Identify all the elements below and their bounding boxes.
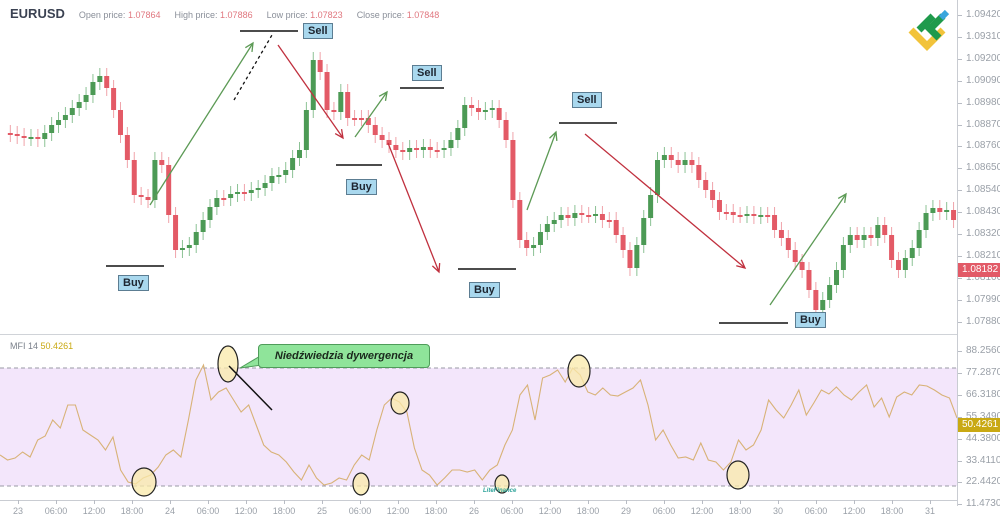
high-price: High price: 1.07886 (174, 10, 253, 20)
mfi-value-badge: 50.4261 (958, 418, 1000, 432)
price-axis[interactable] (957, 0, 958, 506)
buy-tag-4: Buy (795, 312, 826, 328)
buy-tag-2: Buy (346, 179, 377, 195)
sell-tag-1: Sell (303, 23, 333, 39)
open-price: Open price: 1.07864 (78, 10, 161, 20)
mfi-legend: MFI 14 50.4261 (10, 341, 74, 351)
time-axis[interactable] (0, 500, 957, 501)
pane-separator[interactable] (0, 334, 957, 335)
buy-tag-1: Buy (118, 275, 149, 291)
price-chart[interactable] (0, 0, 957, 500)
symbol-label: EURUSD (10, 6, 65, 21)
close-price: Close price: 1.07848 (356, 10, 440, 20)
chart-header: EURUSD Open price: 1.07864 High price: 1… (10, 6, 439, 21)
divergence-callout: Niedźwiedzia dywergencja (258, 344, 430, 368)
low-price: Low price: 1.07823 (266, 10, 343, 20)
sell-tag-3: Sell (572, 92, 602, 108)
watermark: LiteFinance (483, 488, 517, 494)
litefinance-logo-icon (908, 9, 950, 51)
current-price-badge: 1.08182 (958, 263, 1000, 277)
buy-tag-3: Buy (469, 282, 500, 298)
sell-tag-2: Sell (412, 65, 442, 81)
